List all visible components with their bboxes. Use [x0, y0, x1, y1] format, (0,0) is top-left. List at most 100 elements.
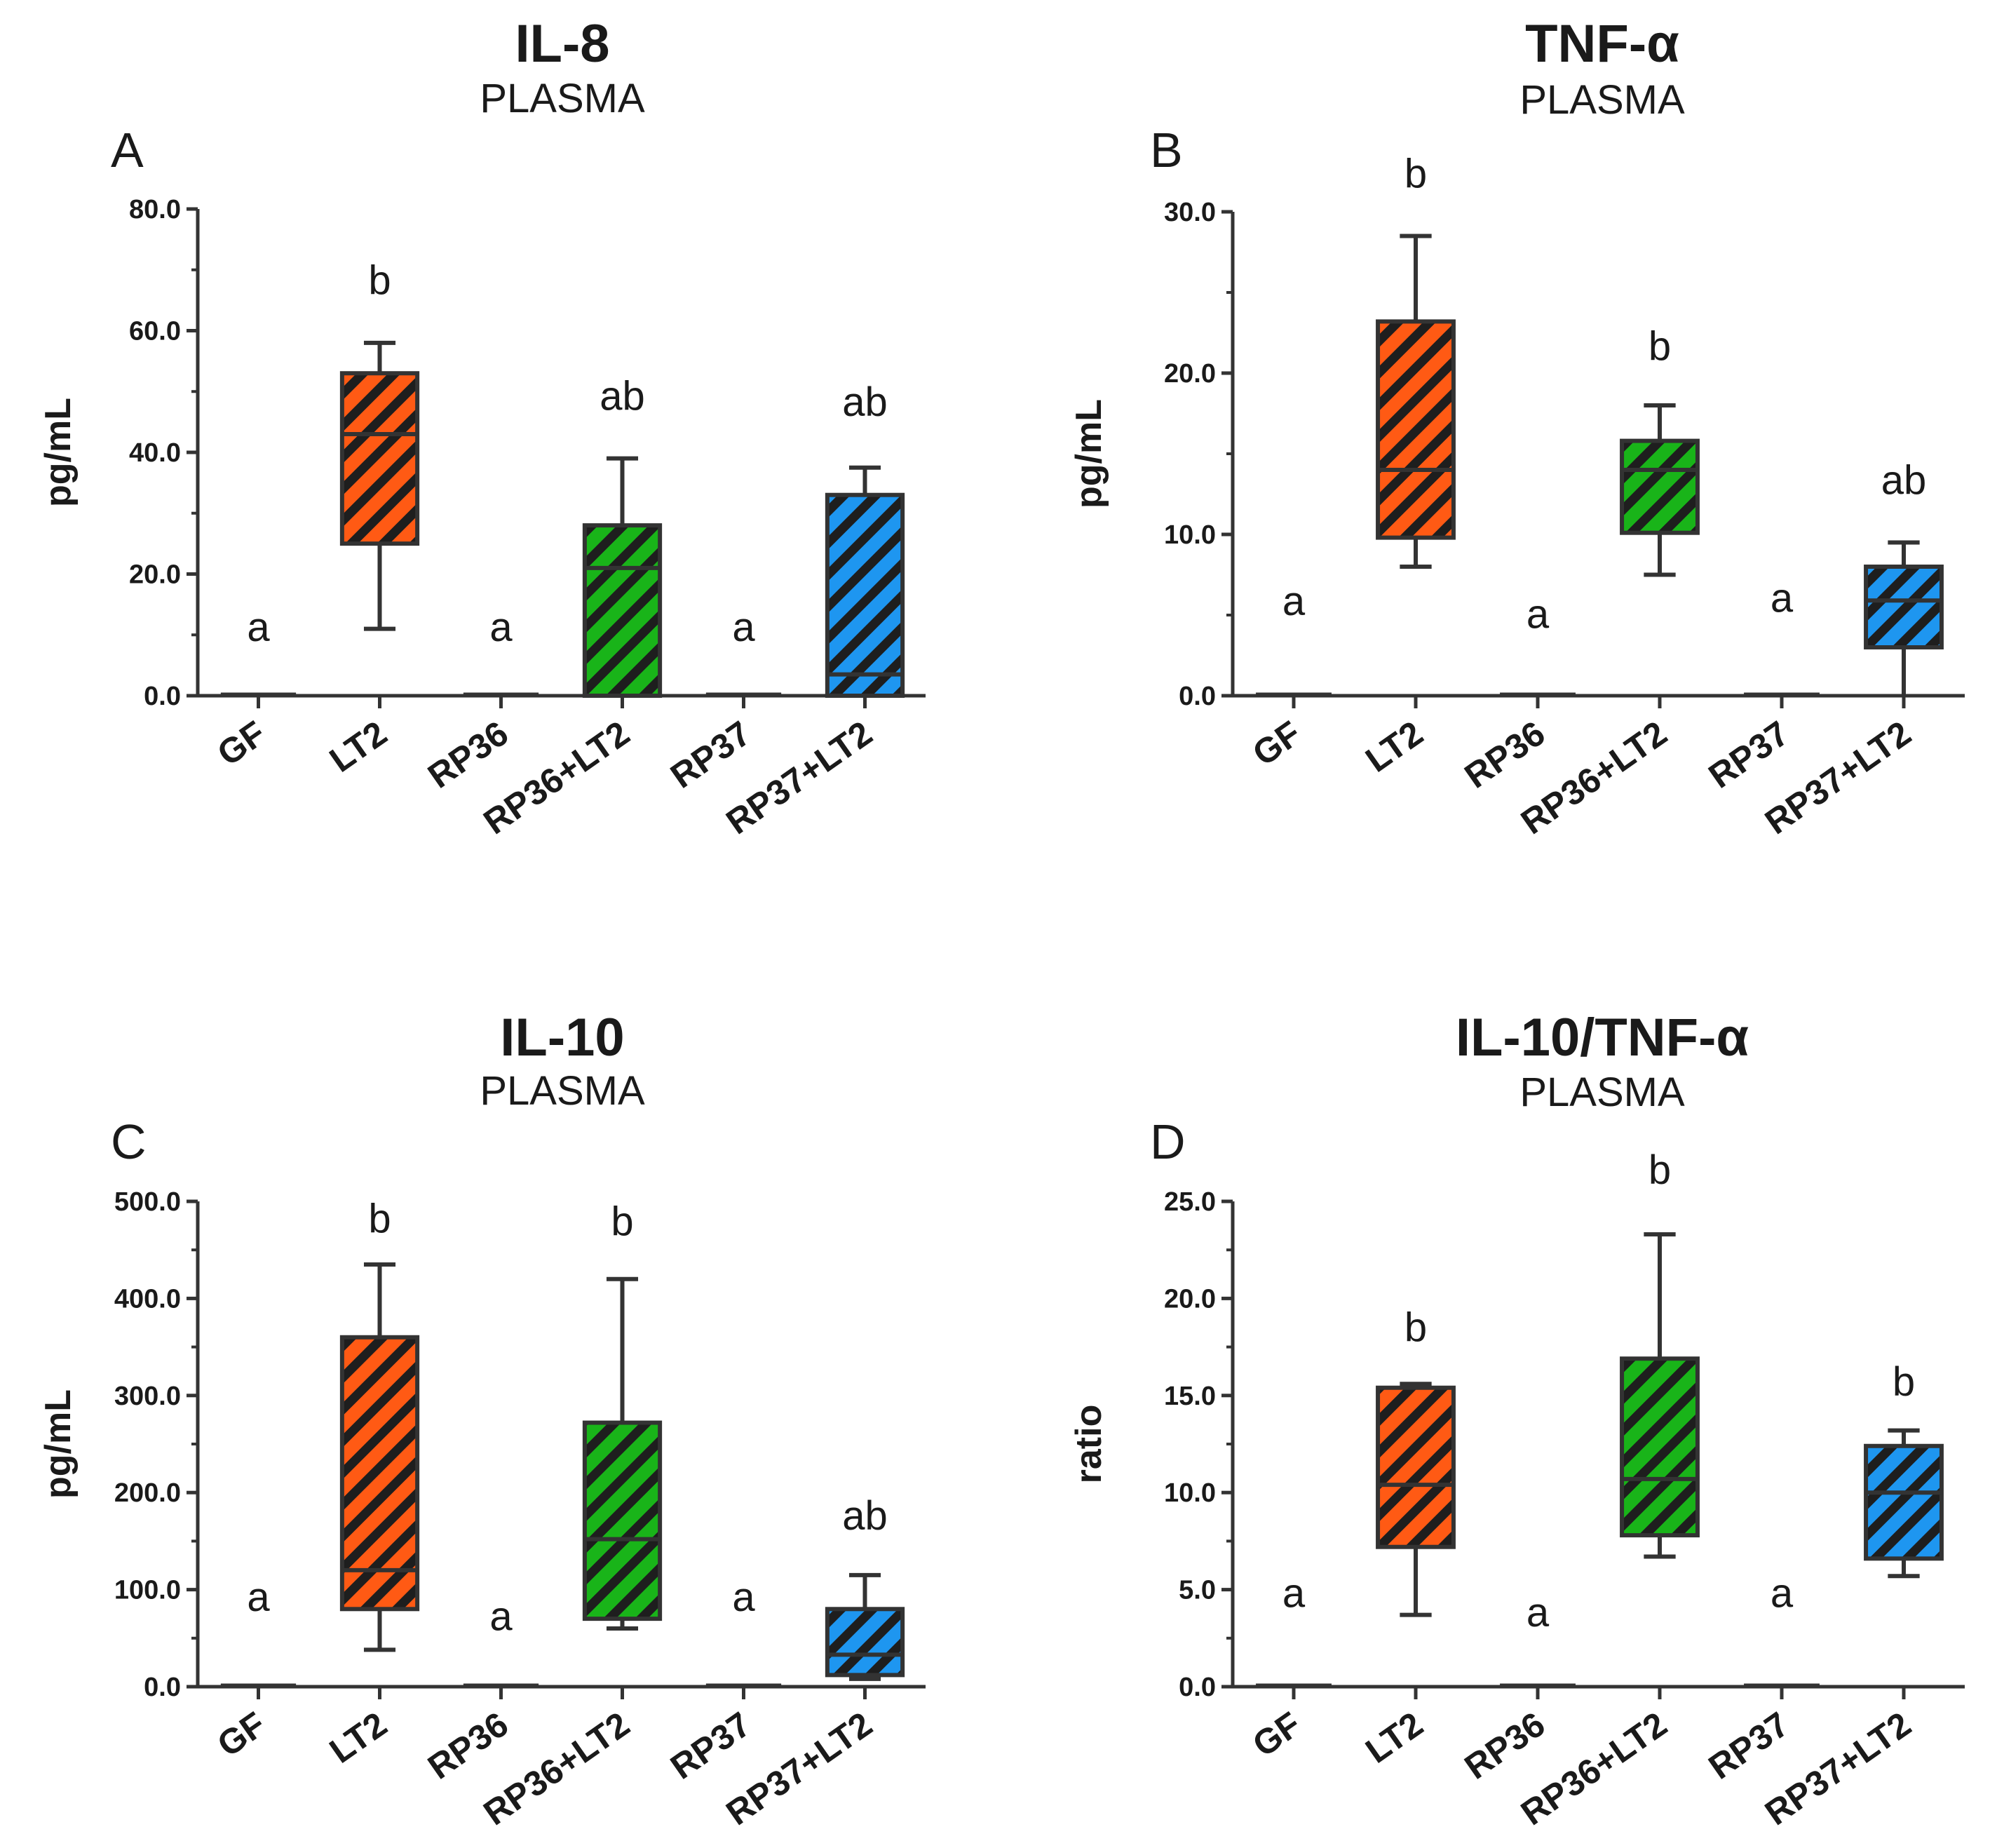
box-outline: [1864, 565, 1944, 649]
x-tick-label: LT2: [323, 1704, 394, 1771]
significance-letter: b: [1404, 151, 1427, 197]
y-axis-label: pg/mL: [1069, 399, 1109, 508]
box-outline: [582, 523, 663, 698]
y-tick-label: 5.0: [1179, 1576, 1216, 1605]
box-lt2: [339, 1262, 420, 1652]
y-tick-label: 10.0: [1164, 520, 1216, 550]
box-outline: [1376, 319, 1456, 540]
y-tick-label: 0.0: [144, 682, 181, 711]
y-tick-label: 20.0: [1164, 1284, 1216, 1314]
box-rp36-lt2: [582, 456, 663, 698]
box-lt2: [1376, 1382, 1456, 1617]
significance-letter: a: [1526, 1590, 1550, 1635]
box-hatch: [584, 525, 661, 696]
y-tick-label: 25.0: [1164, 1187, 1216, 1217]
box-hatch: [1378, 321, 1454, 538]
y-tick-label: 300.0: [114, 1382, 181, 1411]
x-tick-label: GF: [210, 1704, 273, 1765]
box-hatch: [827, 1609, 903, 1675]
panel-label: A: [111, 123, 144, 177]
chart-subtitle: PLASMA: [1519, 1070, 1685, 1115]
box-hatch: [1866, 1445, 1942, 1559]
box-outline: [1620, 1356, 1700, 1538]
x-tick-label: LT2: [323, 713, 394, 780]
significance-letter: a: [489, 1594, 513, 1640]
y-tick-label: 0.0: [1179, 682, 1216, 711]
significance-letter: ab: [600, 373, 645, 419]
significance-letter: a: [247, 1574, 270, 1620]
y-tick-label: 100.0: [114, 1576, 181, 1605]
significance-letter: b: [1649, 324, 1671, 370]
box-lt2: [1376, 234, 1456, 569]
significance-letter: a: [732, 1574, 755, 1620]
y-axis-label: pg/mL: [38, 398, 79, 507]
box-rp37-lt2: [825, 465, 905, 698]
box-outline: [825, 492, 905, 698]
y-tick-label: 60.0: [129, 317, 181, 346]
box-outline: [825, 1607, 905, 1678]
x-tick-label: LT2: [1358, 1704, 1430, 1771]
panel-label: D: [1150, 1114, 1186, 1169]
x-tick-label: RP37: [1702, 713, 1796, 796]
significance-letter: b: [368, 1196, 391, 1241]
significance-letter: a: [1771, 1571, 1794, 1617]
chart-subtitle: PLASMA: [480, 76, 645, 121]
y-tick-label: 200.0: [114, 1478, 181, 1508]
box-outline: [339, 1335, 420, 1612]
box-hatch: [1622, 1358, 1698, 1536]
box-lt2: [339, 340, 420, 631]
box-hatch: [1866, 567, 1942, 647]
significance-letter: a: [489, 605, 513, 650]
y-tick-label: 500.0: [114, 1187, 181, 1217]
significance-letter: a: [1771, 575, 1794, 621]
x-tick-label: LT2: [1358, 713, 1430, 780]
significance-letter: a: [1282, 579, 1306, 624]
box-rp37-lt2: [1864, 540, 1944, 696]
y-tick-label: 400.0: [114, 1284, 181, 1314]
chart-title: IL-10/TNF-α: [1456, 1008, 1749, 1067]
box-outline: [1376, 1385, 1456, 1549]
x-tick-label: RP36: [1458, 1704, 1552, 1787]
y-tick-label: 10.0: [1164, 1478, 1216, 1508]
box-outline: [1620, 438, 1700, 535]
y-tick-label: 15.0: [1164, 1382, 1216, 1411]
panel-label: B: [1150, 123, 1183, 177]
box-outline: [1864, 1443, 1944, 1561]
box-rp36-lt2: [1620, 403, 1700, 577]
significance-letter: a: [1282, 1571, 1306, 1617]
significance-letter: ab: [1881, 458, 1927, 504]
box-hatch: [584, 1422, 661, 1619]
y-tick-label: 20.0: [129, 560, 181, 590]
box-hatch: [1378, 1387, 1454, 1547]
significance-letter: b: [611, 1199, 633, 1244]
y-tick-label: 40.0: [129, 438, 181, 468]
box-outline: [582, 1420, 663, 1621]
box-hatch: [827, 494, 903, 696]
chart-title: IL-8: [515, 14, 609, 74]
x-tick-label: RP36: [1458, 713, 1552, 796]
box-rp37-lt2: [825, 1572, 905, 1681]
significance-letter: ab: [842, 1493, 888, 1539]
x-tick-label: RP36: [421, 1704, 515, 1787]
x-tick-label: GF: [1245, 1704, 1308, 1765]
significance-letter: a: [732, 605, 755, 650]
chart-subtitle: PLASMA: [1519, 77, 1685, 123]
box-hatch: [341, 373, 418, 544]
box-rp36-lt2: [582, 1276, 663, 1631]
significance-letter: a: [247, 605, 270, 650]
y-tick-label: 20.0: [1164, 359, 1216, 389]
significance-letter: b: [1893, 1359, 1915, 1405]
significance-letter: b: [1404, 1304, 1427, 1350]
significance-letter: a: [1526, 591, 1550, 637]
x-tick-label: RP37: [1702, 1704, 1796, 1787]
y-axis-label: pg/mL: [38, 1389, 79, 1499]
chart-title: IL-10: [500, 1008, 624, 1067]
x-tick-label: GF: [210, 713, 273, 774]
box-hatch: [1622, 440, 1698, 533]
box-hatch: [341, 1337, 418, 1610]
